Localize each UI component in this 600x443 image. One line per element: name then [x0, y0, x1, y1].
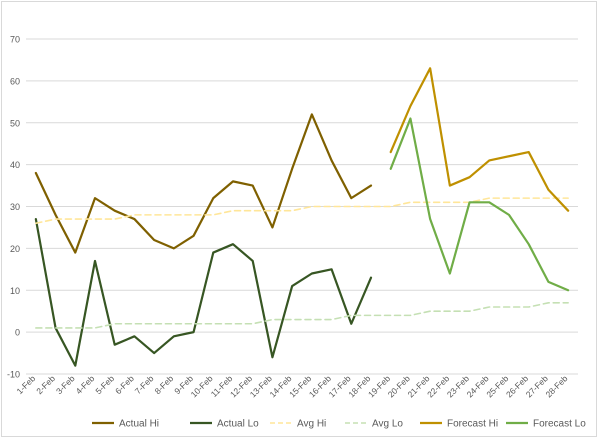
- legend: Actual Hi Actual Lo Avg Hi Avg Lo Forecast H…: [92, 419, 586, 430]
- series-line-avg-hi: [35, 197, 569, 225]
- x-tick-label: 3-Feb: [54, 373, 77, 396]
- chart-area: -10 0 10 20 30 40 50 60 70 1-Feb 2-Feb 3-Feb 4-Feb 5…: [1, 1, 597, 437]
- series-line-actual-lo: [34, 217, 373, 367]
- x-tick-label: 28-Feb: [543, 373, 569, 399]
- series-line-forecast-lo: [389, 117, 570, 292]
- x-tick-label: 8-Feb: [152, 373, 175, 396]
- y-tick-label: 60: [10, 76, 20, 86]
- y-tick-label: 40: [10, 160, 20, 170]
- legend-label-avg-lo: Avg Lo: [372, 419, 403, 430]
- x-tick-label: 4-Feb: [74, 373, 97, 396]
- series-line-actual-hi: [34, 113, 373, 254]
- x-tick-label: 6-Feb: [113, 373, 136, 396]
- y-tick-label: 10: [10, 286, 20, 296]
- y-tick-label: 70: [10, 35, 20, 45]
- legend-label-actual-lo: Actual Lo: [217, 419, 259, 430]
- x-tick-label: 2-Feb: [34, 373, 57, 396]
- series-line-avg-lo: [35, 302, 569, 329]
- legend-label-forecast-lo: Forecast Lo: [533, 419, 586, 430]
- x-tick-label: 7-Feb: [133, 373, 156, 396]
- y-tick-label: 20: [10, 244, 20, 254]
- y-tick-label: 0: [15, 328, 20, 338]
- y-tick-label: 50: [10, 118, 20, 128]
- series-lines: [34, 67, 570, 367]
- series-line-forecast-hi: [389, 67, 570, 212]
- y-tick-label: -10: [7, 370, 20, 380]
- y-axis-tick-labels: -10 0 10 20 30 40 50 60 70: [7, 35, 20, 380]
- legend-label-avg-hi: Avg Hi: [297, 419, 326, 430]
- gridlines: [26, 38, 578, 375]
- y-tick-label: 30: [10, 202, 20, 212]
- line-chart: -10 0 10 20 30 40 50 60 70 1-Feb2-Feb3-Feb4-Feb5…: [7, 35, 586, 430]
- x-tick-label: 5-Feb: [93, 373, 116, 396]
- legend-label-forecast-hi: Forecast Hi: [447, 419, 498, 430]
- legend-label-actual-hi: Actual Hi: [119, 419, 159, 430]
- x-axis-tick-labels: 1-Feb2-Feb3-Feb4-Feb5-Feb6-Feb7-Feb8-Feb…: [14, 373, 569, 399]
